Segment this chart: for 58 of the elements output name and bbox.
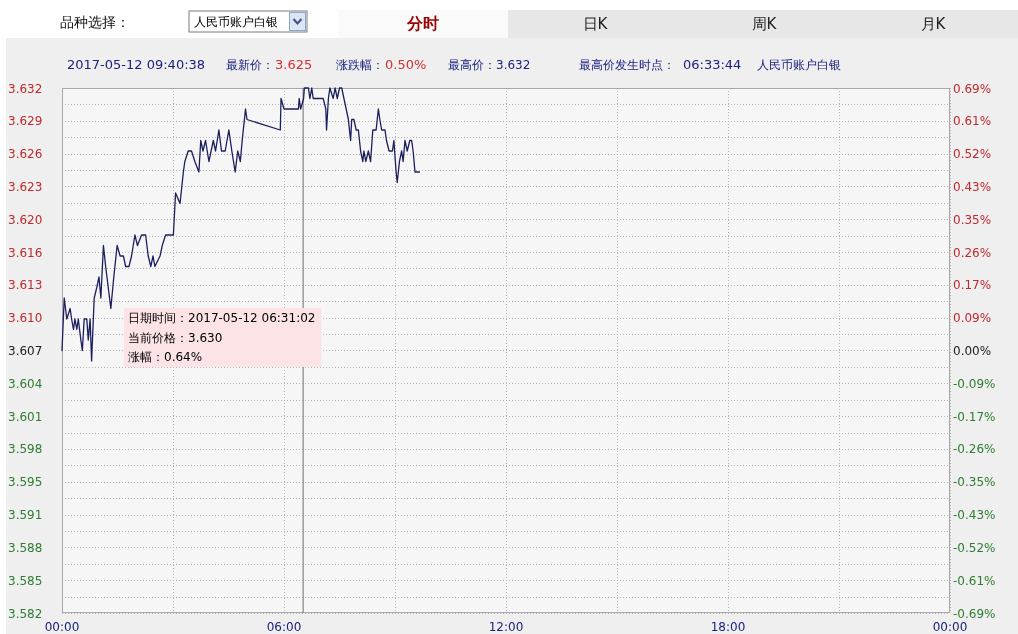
x-tick-label: 06:00 [266, 620, 302, 634]
y2-tick-label: 0.26% [953, 245, 992, 260]
text: 周K [751, 15, 778, 33]
y-tick-label: 3.588 [8, 540, 43, 555]
text: 品种选择： [60, 14, 130, 30]
y-tick-label: 3.632 [8, 81, 43, 96]
y-tick-label: 3.607 [8, 344, 43, 358]
text: 3.625 [275, 57, 313, 72]
text: 分时 [406, 14, 439, 33]
text: 2017-05-12 09:40:38 [67, 57, 206, 72]
y-tick-label: 3.604 [8, 376, 43, 391]
y-tick-label: 3.585 [8, 573, 43, 588]
y2-tick-label: -0.26% [953, 442, 996, 457]
text: 涨跌幅： [336, 58, 384, 72]
x-tick-label: 00:00 [44, 620, 80, 634]
annotation: 当前价格：3.630 [128, 330, 223, 345]
y2-tick-label: -0.09% [953, 376, 996, 391]
text: 日K [582, 15, 609, 33]
y2-tick-label: 0.35% [953, 212, 992, 227]
y-tick-label: 3.616 [8, 245, 43, 260]
y2-tick-label: -0.61% [953, 573, 996, 588]
tooltip: 日期时间：2017-05-12 06:31:02 当前价格：3.630 涨幅：0.64% [124, 308, 322, 367]
y-tick-label: 3.598 [8, 442, 43, 457]
y-tick-label: 3.601 [8, 409, 43, 424]
x-tick-label: 00:00 [932, 620, 968, 634]
y-tick-label: 3.610 [8, 311, 43, 326]
y-tick-label: 3.591 [8, 508, 43, 523]
y2-tick-label: 0.69% [953, 81, 992, 96]
y2-tick-label: 0.61% [953, 114, 992, 129]
y2-tick-label: -0.69% [953, 606, 996, 621]
text: 月K [920, 15, 947, 33]
y2-tick-label: -0.52% [953, 540, 996, 555]
annotation: 涨幅：0.64% [128, 350, 203, 364]
text: 最高价：3.632 [448, 58, 531, 72]
y2-tick-label: -0.43% [953, 508, 996, 523]
annotation: 日期时间：2017-05-12 06:31:02 [128, 311, 316, 325]
x-tick-label: 12:00 [488, 620, 524, 634]
x-tick-label: 18:00 [710, 620, 746, 634]
y-tick-label: 3.595 [8, 475, 43, 490]
y2-tick-label: 0.00% [953, 344, 992, 358]
text: 最新价： [226, 58, 274, 72]
y2-tick-label: 0.17% [953, 278, 992, 293]
y2-tick-label: -0.35% [953, 475, 996, 490]
text: 人民币账户白银 [757, 58, 841, 72]
y2-tick-label: 0.43% [953, 179, 992, 194]
text: 最高价发生时点： [579, 58, 675, 72]
y-tick-label: 3.623 [8, 179, 43, 194]
y-tick-label: 3.620 [8, 212, 43, 227]
line-series [61, 87, 421, 362]
y-tick-label: 3.613 [8, 278, 43, 293]
text: 0.50% [385, 57, 427, 72]
y2-tick-label: 0.09% [953, 311, 992, 326]
y2-tick-label: 0.52% [953, 147, 992, 162]
y-tick-label: 3.629 [8, 114, 43, 129]
y-tick-label: 3.626 [8, 147, 43, 162]
y-tick-label: 3.582 [8, 606, 43, 621]
y2-tick-label: -0.17% [953, 409, 996, 424]
text: 06:33:44 [683, 57, 742, 72]
